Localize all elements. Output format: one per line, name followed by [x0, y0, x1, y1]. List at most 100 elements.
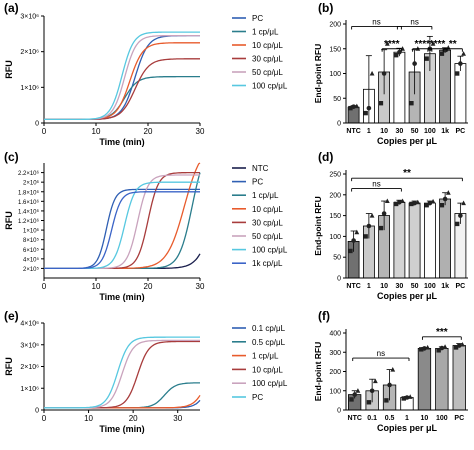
- series-line: [44, 171, 200, 270]
- series-line: [44, 339, 200, 409]
- y-tick-label: 50: [333, 96, 341, 103]
- category-label: 1: [367, 283, 371, 290]
- legend-label: 0.1 cp/μL: [252, 324, 286, 333]
- panel-label: (b): [318, 1, 333, 15]
- category-label: PC: [456, 128, 466, 135]
- data-point: [415, 199, 421, 205]
- data-point: [348, 248, 353, 254]
- y-axis-title: End-point RFU: [313, 342, 323, 401]
- y-tick-label: 100: [329, 234, 341, 241]
- series-line: [44, 181, 200, 270]
- x-tick-label: 0: [42, 414, 47, 423]
- y-tick-label: 1.2×10⁶: [18, 218, 40, 225]
- series-line: [44, 75, 200, 121]
- data-point: [363, 110, 368, 116]
- bar: [435, 347, 449, 411]
- x-tick-label: 20: [144, 127, 153, 136]
- y-tick-label: 250: [329, 172, 341, 179]
- category-label: 10: [380, 128, 388, 135]
- data-point: [366, 105, 372, 111]
- bar: [393, 201, 406, 279]
- y-tick-label: 0: [337, 121, 341, 128]
- significance-label: ns: [410, 17, 418, 26]
- data-point: [461, 200, 466, 206]
- significance-label: ***: [436, 327, 448, 338]
- data-point: [400, 198, 405, 204]
- series-line: [44, 394, 201, 409]
- y-axis-title: End-point RFU: [313, 196, 323, 255]
- data-point: [439, 51, 445, 56]
- panel-label: (e): [4, 309, 19, 323]
- data-point: [422, 346, 427, 351]
- significance-label: **: [449, 39, 457, 50]
- x-tick-label: 0: [42, 127, 47, 136]
- y-tick-label: 150: [329, 46, 341, 53]
- x-tick-label: 0: [42, 282, 47, 291]
- legend-label: 1 cp/μL: [252, 28, 279, 37]
- data-point: [390, 366, 396, 372]
- y-tick-label: 1.8×10⁶: [18, 189, 40, 196]
- category-label: 100: [436, 415, 448, 422]
- data-point: [409, 101, 414, 106]
- data-point: [453, 345, 459, 350]
- data-point: [393, 52, 399, 58]
- significance-label: ****: [384, 39, 400, 50]
- y-tick-label: 3×10⁶: [20, 14, 39, 21]
- y-tick-label: 100: [329, 388, 341, 395]
- significance-label: ****: [414, 39, 430, 50]
- data-point: [363, 234, 368, 239]
- y-tick-label: 3×10⁶: [20, 342, 39, 349]
- x-axis-title: Copies per μL: [377, 423, 438, 433]
- series-line: [44, 172, 201, 270]
- data-point: [412, 61, 417, 66]
- y-tick-label: 4×10⁵: [23, 256, 40, 263]
- data-point: [461, 51, 466, 56]
- panel-label: (a): [4, 1, 19, 15]
- x-axis-title: Time (min): [99, 292, 144, 302]
- y-tick-label: 0: [35, 408, 39, 415]
- y-axis-title: RFU: [4, 211, 14, 230]
- data-point: [352, 392, 358, 397]
- data-point: [366, 223, 372, 229]
- category-label: 0.1: [367, 415, 377, 422]
- panel-1: (b) NTC 1 10 30 50 100 1k PC 0 50 100 150 200 Copies p…: [313, 1, 468, 146]
- data-point: [442, 344, 448, 349]
- data-point: [397, 199, 402, 205]
- bar: [417, 347, 432, 411]
- y-tick-label: 2×10⁶: [20, 49, 39, 56]
- data-point: [378, 101, 384, 106]
- legend-label: 0.5 cp/μL: [252, 338, 286, 347]
- category-label: 1k: [441, 128, 449, 135]
- bar: [452, 345, 466, 411]
- y-tick-label: 2×10⁶: [23, 180, 40, 187]
- data-point: [436, 348, 441, 353]
- significance-label: **: [403, 168, 411, 179]
- data-point: [351, 238, 356, 243]
- y-tick-label: 1×10⁶: [20, 386, 39, 393]
- y-axis-title: End-point RFU: [313, 44, 323, 103]
- category-label: 1: [367, 128, 371, 135]
- data-point: [381, 71, 387, 76]
- y-tick-label: 1×10⁶: [23, 228, 40, 235]
- data-point: [460, 341, 465, 347]
- data-point: [456, 343, 462, 348]
- legend-label: PC: [252, 14, 263, 23]
- data-point: [424, 203, 429, 208]
- category-label: NTC: [346, 283, 360, 290]
- legend-label: 10 cp/μL: [252, 41, 283, 50]
- y-tick-label: 400: [329, 331, 341, 338]
- y-tick-label: 2.2×10⁶: [18, 170, 40, 177]
- legend-label: 100 cp/μL: [252, 246, 288, 255]
- x-tick-label: 10: [84, 414, 93, 423]
- panel-label: (d): [318, 150, 333, 164]
- data-point: [372, 378, 378, 384]
- y-tick-label: 4×10⁶: [20, 321, 39, 328]
- data-point: [454, 221, 460, 227]
- series-line: [44, 42, 200, 121]
- category-label: 30: [395, 283, 403, 290]
- series-line: [44, 336, 200, 409]
- data-point: [454, 71, 460, 76]
- category-label: NTC: [348, 415, 362, 422]
- category-label: 100: [424, 283, 436, 290]
